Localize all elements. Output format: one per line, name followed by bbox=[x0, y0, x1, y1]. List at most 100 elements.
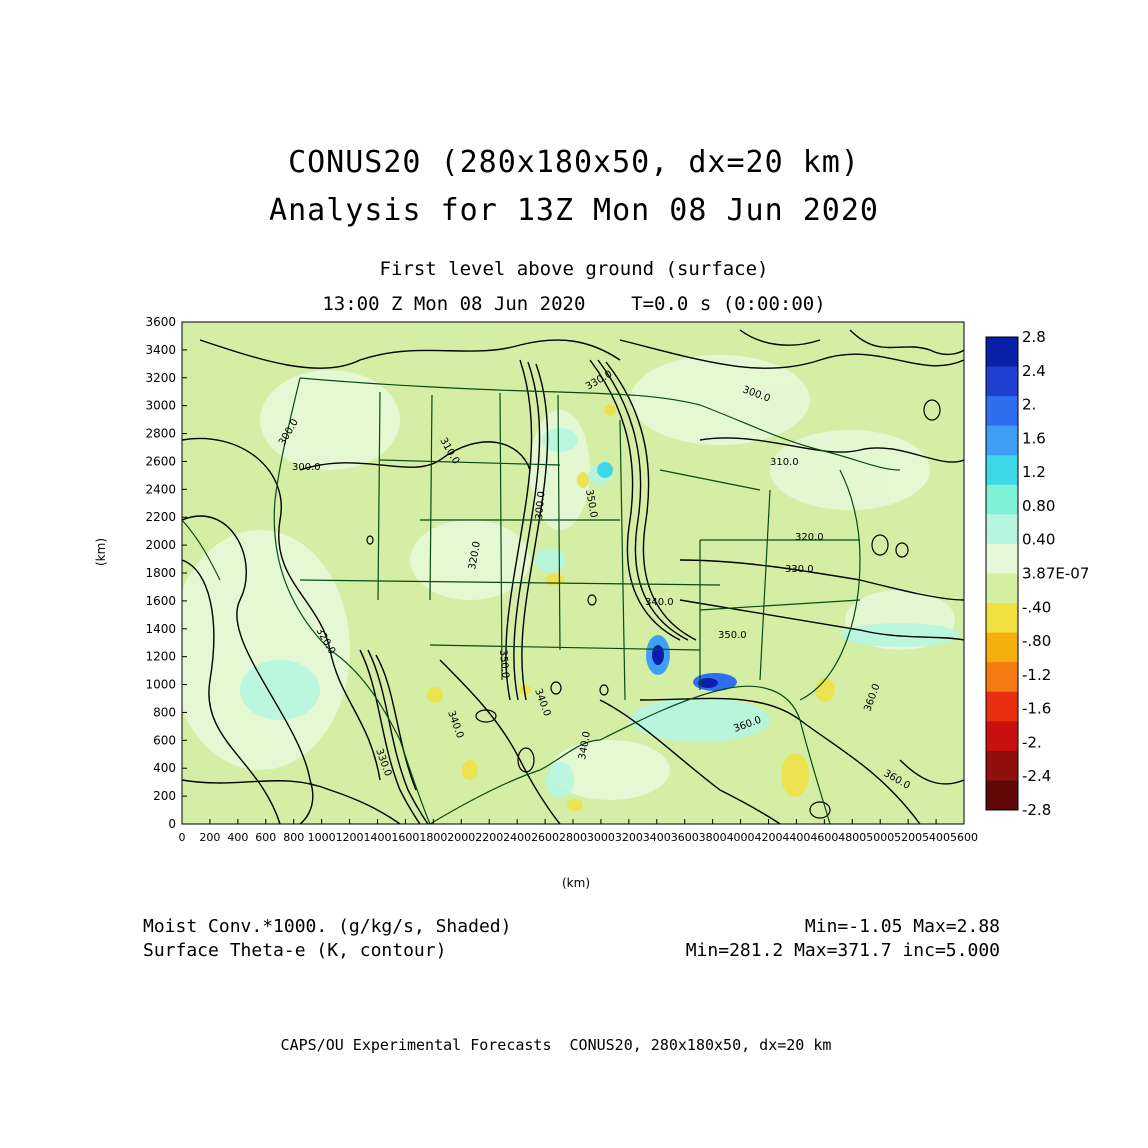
y-tick-label: 1000 bbox=[145, 678, 176, 692]
y-tick-label: 0 bbox=[168, 817, 176, 831]
x-tick-label: 0 bbox=[179, 831, 186, 844]
colorbar-swatch bbox=[986, 780, 1018, 811]
x-tick-label: 2600 bbox=[531, 831, 559, 844]
y-tick-label: 1800 bbox=[145, 566, 176, 580]
colorbar-swatch bbox=[986, 514, 1018, 545]
colorbar-swatch bbox=[986, 603, 1018, 634]
y-tick-label: 2200 bbox=[145, 510, 176, 524]
colorbar-swatch bbox=[986, 455, 1018, 486]
y-tick-label: 2600 bbox=[145, 454, 176, 468]
colorbar-swatch bbox=[986, 662, 1018, 693]
contour-label: 300.0 bbox=[534, 491, 547, 520]
x-tick-label: 3600 bbox=[671, 831, 699, 844]
field-shading-yellow bbox=[427, 404, 835, 811]
x-tick-label: 4600 bbox=[810, 831, 838, 844]
colorbar-label: 0.80 bbox=[1022, 497, 1055, 515]
x-tick-label: 3800 bbox=[699, 831, 727, 844]
contour-label: 340.0 bbox=[577, 730, 593, 760]
colorbar-label: 2.4 bbox=[1022, 362, 1046, 380]
field-shading-cyan bbox=[240, 428, 960, 798]
colorbar-label: -1.2 bbox=[1022, 666, 1051, 684]
shaded-field-label: Moist Conv.*1000. (g/kg/s, Shaded) bbox=[143, 916, 512, 937]
colorbar-label: 1.2 bbox=[1022, 463, 1046, 481]
y-tick-label: 3400 bbox=[145, 343, 176, 357]
contour-label: 300.0 bbox=[292, 462, 321, 473]
x-tick-label: 5000 bbox=[866, 831, 894, 844]
x-tick-label: 200 bbox=[199, 831, 220, 844]
colorbar-swatch bbox=[986, 425, 1018, 456]
level-subtitle: First level above ground (surface) bbox=[379, 258, 769, 280]
colorbar-label: -.80 bbox=[1022, 632, 1051, 650]
title-line-2: Analysis for 13Z Mon 08 Jun 2020 bbox=[269, 193, 879, 228]
colorbar-label: 1.6 bbox=[1022, 429, 1046, 447]
y-tick-label: 1400 bbox=[145, 622, 176, 636]
colorbar-swatch bbox=[986, 573, 1018, 604]
colorbar: 2.8 2.4 2. 1.6 1.2 0.80 0.40 3.87E-07 -.40 -.80 -1… bbox=[985, 328, 1089, 819]
contour-label: 350.0 bbox=[497, 649, 510, 678]
colorbar-swatch bbox=[986, 484, 1018, 515]
contour-label: 320.0 bbox=[795, 532, 824, 543]
x-tick-label: 1000 bbox=[308, 831, 336, 844]
y-tick-label: 2000 bbox=[145, 538, 176, 552]
colorbar-label: 2.8 bbox=[1022, 328, 1046, 346]
x-tick-label: 3000 bbox=[587, 831, 615, 844]
x-tick-label: 5600 bbox=[950, 831, 978, 844]
colorbar-label: 2. bbox=[1022, 396, 1036, 414]
contour-label: 330.0 bbox=[785, 564, 814, 575]
colorbar-frame bbox=[985, 336, 1019, 811]
contour-field-label: Surface Theta-e (K, contour) bbox=[143, 940, 447, 961]
colorbar-swatch bbox=[986, 337, 1018, 368]
colorbar-swatch bbox=[986, 543, 1018, 574]
colorbar-label: -2.8 bbox=[1022, 801, 1051, 819]
y-tick-label: 2400 bbox=[145, 482, 176, 496]
y-tick-label: 800 bbox=[153, 705, 176, 719]
y-axis-unit: (km) bbox=[94, 537, 108, 566]
x-tick-label: 2200 bbox=[475, 831, 503, 844]
y-tick-label: 1600 bbox=[145, 594, 176, 608]
x-tick-label: 5200 bbox=[894, 831, 922, 844]
contour-label: 350.0 bbox=[718, 630, 747, 641]
credit-line: CAPS/OU Experimental Forecasts CONUS20, … bbox=[280, 1036, 832, 1054]
y-tick-label: 200 bbox=[153, 789, 176, 803]
colorbar-swatch bbox=[986, 366, 1018, 397]
x-tick-label: 1600 bbox=[391, 831, 419, 844]
small-contour-loops bbox=[366, 399, 941, 819]
x-tick-label: 600 bbox=[255, 831, 276, 844]
x-tick-label: 1400 bbox=[364, 831, 392, 844]
colorbar-label: -.40 bbox=[1022, 598, 1051, 616]
y-tick-label: 2800 bbox=[145, 427, 176, 441]
y-axis-ticks: 3600340032003000280026002400220020001800… bbox=[145, 315, 187, 831]
x-tick-label: 4000 bbox=[727, 831, 755, 844]
contour-label: 340.0 bbox=[645, 597, 674, 608]
colorbar-label: 3.87E-07 bbox=[1022, 565, 1089, 583]
y-tick-label: 600 bbox=[153, 733, 176, 747]
x-tick-label: 2400 bbox=[503, 831, 531, 844]
colorbar-label: 0.40 bbox=[1022, 531, 1055, 549]
x-axis-ticks: 0 200 400 600 800 1000 1200 1400 1600 1800 2000 220… bbox=[179, 819, 978, 844]
contour-field-range: Min=281.2 Max=371.7 inc=5.000 bbox=[685, 940, 1000, 961]
contour-label: 350.0 bbox=[583, 489, 599, 519]
colorbar-label: -1.6 bbox=[1022, 700, 1051, 718]
x-tick-label: 1200 bbox=[336, 831, 364, 844]
y-tick-label: 3000 bbox=[145, 399, 176, 413]
colorbar-swatch bbox=[986, 721, 1018, 752]
x-tick-label: 2800 bbox=[559, 831, 587, 844]
x-axis-unit: (km) bbox=[562, 876, 591, 890]
colorbar-swatch bbox=[986, 396, 1018, 427]
x-tick-label: 3200 bbox=[615, 831, 643, 844]
contour-label: 310.0 bbox=[770, 457, 799, 468]
x-tick-label: 2000 bbox=[447, 831, 475, 844]
title-line-1: CONUS20 (280x180x50, dx=20 km) bbox=[288, 145, 860, 180]
time-subtitle: 13:00 Z Mon 08 Jun 2020 T=0.0 s (0:00:00… bbox=[322, 293, 826, 315]
colorbar-swatch bbox=[986, 750, 1018, 781]
y-tick-label: 3200 bbox=[145, 371, 176, 385]
colorbar-swatch bbox=[986, 632, 1018, 663]
state-boundaries bbox=[182, 377, 901, 824]
x-tick-label: 400 bbox=[227, 831, 248, 844]
x-tick-label: 5400 bbox=[922, 831, 950, 844]
x-tick-label: 4400 bbox=[782, 831, 810, 844]
x-tick-label: 4200 bbox=[755, 831, 783, 844]
y-tick-label: 400 bbox=[153, 761, 176, 775]
colorbar-swatch bbox=[986, 691, 1018, 722]
x-tick-label: 1800 bbox=[419, 831, 447, 844]
